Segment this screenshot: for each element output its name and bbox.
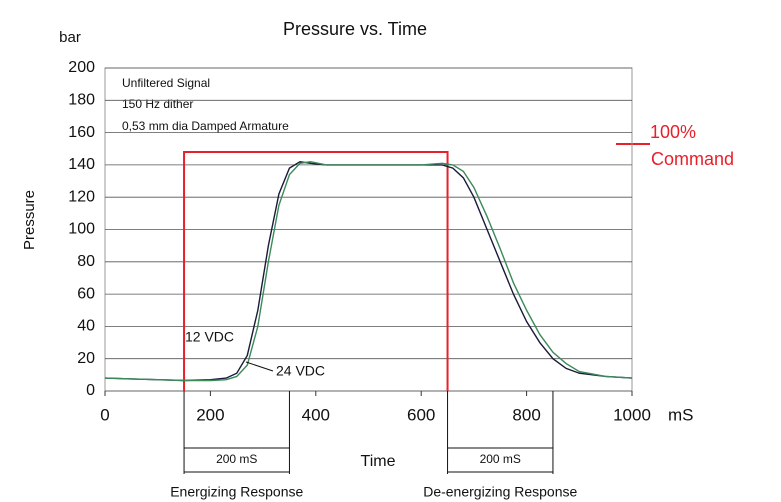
y-tick-label: 200 <box>68 59 95 76</box>
series-label: 12 VDC <box>185 329 234 345</box>
y-tick-label: 180 <box>68 92 95 109</box>
leader <box>245 361 274 372</box>
y-tick-label: 160 <box>68 124 95 141</box>
y-tick-label: 40 <box>77 318 95 335</box>
x-tick-label: 600 <box>407 405 435 424</box>
command-label: Command <box>651 149 734 169</box>
y-tick-label: 100 <box>68 221 95 238</box>
y-tick-label: 120 <box>68 188 95 205</box>
x-unit: mS <box>668 405 694 424</box>
chart-title: Pressure vs. Time <box>283 19 427 39</box>
y-tick-label: 80 <box>77 253 95 270</box>
x-tick-label: 0 <box>100 405 109 424</box>
note: Unfiltered Signal <box>122 76 210 90</box>
series-line <box>104 160 633 382</box>
span-caption: Energizing Response <box>170 484 303 500</box>
y-unit: bar <box>59 29 81 46</box>
x-tick-label: 400 <box>302 405 330 424</box>
note: 0,53 mm dia Damped Armature <box>122 119 289 133</box>
y-tick-label: 60 <box>77 285 95 302</box>
span-label: 200 mS <box>216 452 257 466</box>
x-axis-label: Time <box>361 453 396 470</box>
x-tick-label: 200 <box>196 405 224 424</box>
y-tick-label: 140 <box>68 156 95 173</box>
x-tick-label: 800 <box>512 405 540 424</box>
series-label: 24 VDC <box>276 363 325 379</box>
y-tick-label: 0 <box>86 382 95 399</box>
command-label: 100% <box>650 122 696 142</box>
y-axis-label: Pressure <box>21 190 38 250</box>
span-label: 200 mS <box>480 452 521 466</box>
command-line <box>183 150 449 391</box>
y-tick-label: 20 <box>77 350 95 367</box>
x-tick-label: 1000 <box>613 405 651 424</box>
span-caption: De-energizing Response <box>423 484 577 500</box>
note: 150 Hz dither <box>122 97 193 111</box>
